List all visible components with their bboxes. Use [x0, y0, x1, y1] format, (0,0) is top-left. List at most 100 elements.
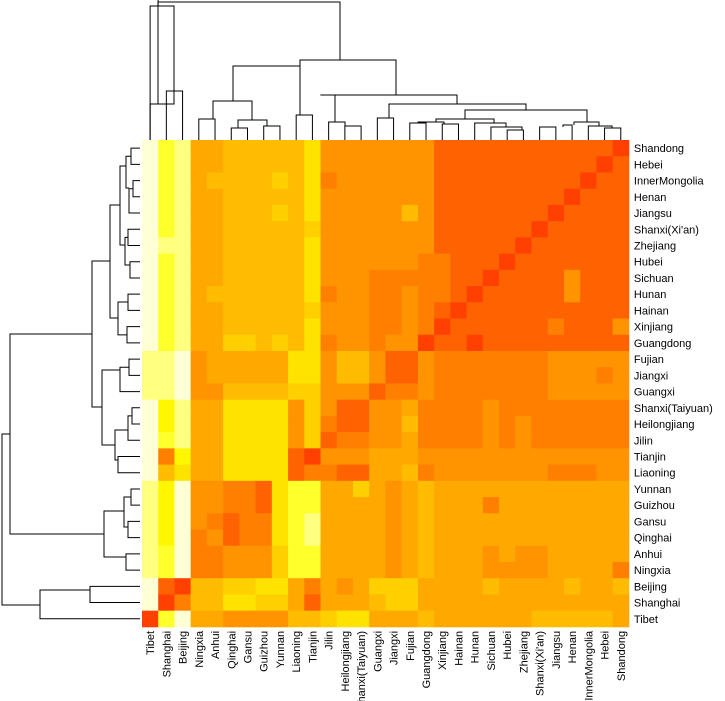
heatmap-cell: [417, 156, 435, 173]
heatmap-cell: [239, 302, 257, 319]
heatmap-cell: [612, 529, 630, 547]
heatmap-cell: [288, 610, 305, 628]
heatmap-cell: [320, 545, 338, 563]
heatmap-cell: [401, 156, 419, 173]
heatmap-cell: [515, 480, 532, 498]
heatmap-cell: [482, 172, 500, 190]
heatmap-cell: [434, 399, 451, 417]
heatmap-cell: [547, 302, 565, 319]
row-label: Shanghai: [634, 598, 681, 610]
heatmap-cell: [515, 448, 532, 465]
heatmap-cell: [417, 318, 435, 336]
column-label: Guizhou: [259, 631, 271, 672]
heatmap-cell: [466, 383, 484, 401]
heatmap-cell: [563, 269, 581, 287]
heatmap-cell: [336, 221, 354, 238]
heatmap-cell: [466, 464, 484, 482]
heatmap-cell: [385, 188, 403, 206]
heatmap-cell: [255, 578, 273, 595]
heatmap-cell: [401, 334, 419, 352]
heatmap-cell: [385, 480, 403, 498]
heatmap-cell: [369, 269, 386, 287]
heatmap-cell: [434, 448, 451, 465]
heatmap-cell: [515, 221, 532, 238]
heatmap-cell: [255, 204, 273, 222]
heatmap-cell: [580, 237, 597, 255]
heatmap-cell: [336, 529, 354, 547]
heatmap-cell: [174, 432, 192, 449]
heatmap-cell: [174, 350, 192, 368]
heatmap-cell: [450, 594, 467, 612]
heatmap-cell: [288, 172, 305, 190]
heatmap-cell: [612, 610, 630, 628]
row-label: Liaoning: [634, 468, 676, 480]
heatmap-cell: [271, 334, 289, 352]
heatmap-cell: [158, 237, 175, 255]
heatmap-cell: [255, 156, 273, 173]
column-label: Shanghai: [161, 631, 173, 678]
heatmap-cell: [417, 432, 435, 449]
heatmap-cell: [563, 415, 581, 433]
heatmap-cell: [466, 610, 484, 628]
row-label: Hainan: [634, 305, 669, 317]
heatmap-cell: [255, 140, 273, 157]
heatmap-cell: [369, 318, 386, 336]
heatmap-cell: [547, 253, 565, 271]
heatmap-cell: [580, 578, 597, 595]
heatmap-cell: [320, 350, 338, 368]
heatmap-cell: [206, 432, 224, 449]
heatmap-cell: [304, 383, 321, 401]
heatmap-cell: [288, 237, 305, 255]
heatmap-cell: [271, 188, 289, 206]
heatmap-cell: [190, 188, 208, 206]
heatmap-cell: [369, 610, 386, 628]
heatmap-cell: [352, 237, 370, 255]
heatmap-cell: [304, 497, 321, 514]
heatmap-cell: [499, 578, 516, 595]
heatmap-cell: [223, 156, 240, 173]
heatmap-cell: [190, 237, 208, 255]
heatmap-cell: [174, 464, 192, 482]
heatmap-cell: [482, 188, 500, 206]
heatmap-cell: [369, 253, 386, 271]
heatmap-cell: [482, 594, 500, 612]
heatmap-cell: [450, 221, 467, 238]
heatmap-cell: [206, 415, 224, 433]
heatmap-cell: [563, 286, 581, 303]
heatmap-cell: [206, 594, 224, 612]
heatmap-cell: [417, 221, 435, 238]
row-dendrogram-branch: [126, 326, 140, 344]
heatmap-cell: [515, 318, 532, 336]
heatmap-cell: [482, 415, 500, 433]
heatmap-cell: [580, 415, 597, 433]
heatmap-cell: [596, 237, 614, 255]
heatmap-cell: [288, 432, 305, 449]
heatmap-cell: [531, 610, 549, 628]
heatmap-cell: [547, 383, 565, 401]
row-label: Shandong: [634, 143, 684, 155]
heatmap-cell: [288, 204, 305, 222]
heatmap-cell: [401, 286, 419, 303]
column-dendrogram-branch: [149, 91, 175, 140]
heatmap-cell: [547, 172, 565, 190]
heatmap-cell: [206, 253, 224, 271]
heatmap-cell: [239, 561, 257, 579]
heatmap-cell: [336, 578, 354, 595]
heatmap-cell: [174, 188, 192, 206]
row-dendrogram-branch: [114, 429, 128, 461]
heatmap-cell: [515, 610, 532, 628]
heatmap-cell: [223, 464, 240, 482]
heatmap-cell: [434, 594, 451, 612]
heatmap-cell: [352, 269, 370, 287]
heatmap-cell: [271, 302, 289, 319]
heatmap-cell: [223, 334, 240, 352]
heatmap-cell: [352, 529, 370, 547]
heatmap-cell: [174, 399, 192, 417]
heatmap-cell: [304, 156, 321, 173]
heatmap-cell: [142, 594, 159, 612]
row-label: Fujian: [634, 354, 664, 366]
heatmap-cell: [255, 610, 273, 628]
heatmap-cell: [369, 578, 386, 595]
heatmap-cell: [563, 432, 581, 449]
heatmap-cell: [466, 399, 484, 417]
